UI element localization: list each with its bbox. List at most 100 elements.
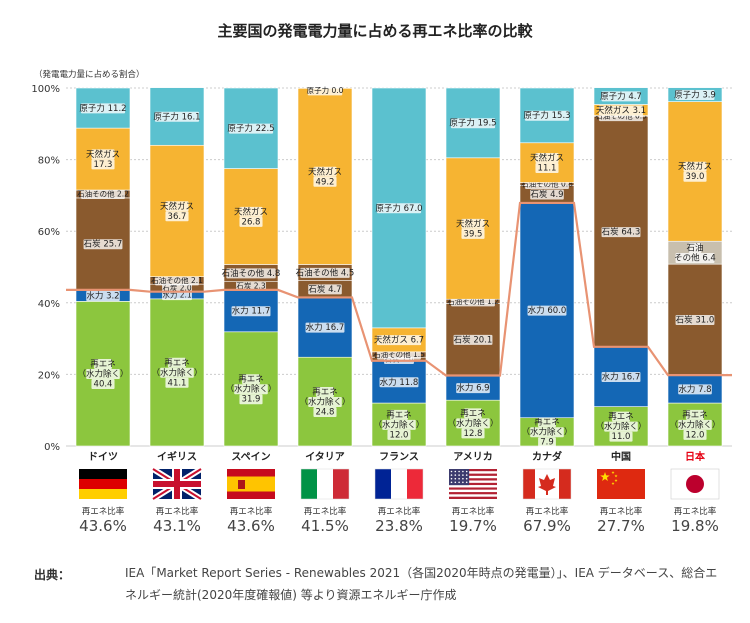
segment-label: 再エネ: [90, 360, 116, 370]
label-background: [300, 267, 350, 278]
y-tick-label: 100%: [31, 84, 60, 95]
label-background: [80, 103, 126, 114]
y-tick-label: 0%: [44, 442, 60, 453]
label-background: [527, 305, 567, 316]
rate-label: 再エネ比率: [304, 506, 347, 517]
label-background: [456, 383, 490, 394]
segment-label: 石炭 64.3: [602, 228, 641, 238]
label-background: [377, 350, 421, 360]
segment-label: 再エネ: [682, 410, 708, 420]
label-background: [601, 227, 641, 238]
segment-label: 31.9: [242, 395, 261, 405]
y-axis-label: （発電電力量に占める割合）: [34, 70, 145, 80]
label-background: [313, 166, 337, 177]
label-background: [305, 322, 345, 333]
segment-label: その他 6.4: [674, 253, 716, 264]
label-background: [160, 367, 194, 378]
segment-label: 24.8: [316, 407, 335, 417]
usa-flag: [449, 469, 497, 499]
segment-label: 原子力 11.2: [79, 103, 126, 114]
label-background: [456, 418, 490, 429]
label-background: [461, 228, 485, 239]
label-background: [165, 211, 189, 222]
segment-label: 水力 7.8: [678, 384, 711, 395]
segment-label: 再エネ: [164, 358, 190, 368]
label-background: [535, 152, 559, 163]
label-background: [313, 406, 337, 417]
segment-label: 再エネ: [312, 387, 338, 397]
segment-label: （水力除く）: [447, 418, 498, 429]
segment-label: 石油その他 2.1: [151, 275, 203, 285]
source-text: IEA「Market Report Series - Renewables 20…: [125, 566, 718, 602]
segment-label: 41.1: [168, 378, 187, 388]
label-background: [307, 86, 343, 96]
label-background: [226, 268, 276, 279]
segment-label: 石炭 2.0: [162, 283, 192, 292]
segment-label: 水力 16.7: [602, 372, 641, 383]
y-tick-label: 20%: [38, 370, 60, 381]
segment-label: 17.3: [94, 160, 113, 170]
label-background: [239, 216, 263, 227]
segment-label: 天然ガス 6.7: [374, 335, 424, 346]
label-background: [308, 284, 342, 295]
segment-label: （水力除く）: [299, 396, 350, 407]
segment-label: 水力 16.7: [306, 322, 345, 333]
y-tick-label: 80%: [38, 156, 60, 167]
segment-label: 水力 6.9: [456, 383, 489, 394]
segment-label: 水力 11.8: [380, 377, 419, 388]
label-background: [683, 161, 707, 172]
segment-label: 天然ガス 3.1: [596, 105, 646, 116]
country-label: イギリス: [157, 450, 197, 463]
segment-label: 水力 2.1: [162, 290, 192, 300]
label-background: [683, 429, 707, 440]
stacked-bar-chart: 0%20%40%60%80%100%再エネ（水力除く）40.4水力 3.2石炭 …: [31, 84, 732, 535]
segment-label: 天然ガス: [456, 218, 490, 229]
segment-label: 水力 3.2: [86, 290, 119, 301]
france-flag: [374, 468, 424, 500]
spain-flag: [227, 469, 275, 499]
country-label: ドイツ: [88, 451, 118, 463]
segment-label: 天然ガス: [160, 201, 194, 212]
label-background: [308, 396, 342, 407]
label-background: [162, 283, 192, 293]
label-background: [535, 162, 559, 173]
rate-label: 再エネ比率: [674, 506, 717, 517]
segment-label: （水力除く）: [595, 421, 646, 432]
label-background: [683, 171, 707, 182]
country-label: フランス: [379, 451, 419, 463]
segment-label: 原子力 4.7: [600, 91, 642, 102]
segment-label: 40.4: [94, 380, 113, 390]
label-background: [165, 201, 189, 212]
renewable-ratio-line: [66, 201, 732, 377]
rate-value: 23.8%: [375, 517, 423, 535]
segment-label: 再エネ: [386, 410, 412, 420]
rate-value: 27.7%: [597, 517, 645, 535]
segment-label: 石油その他 4.8: [222, 268, 281, 279]
label-background: [242, 374, 260, 385]
label-background: [524, 110, 570, 121]
segment-label: 原子力 16.1: [153, 111, 200, 122]
label-background: [604, 421, 638, 432]
rate-label: 再エネ比率: [82, 506, 125, 517]
segment-label: （水力除く）: [521, 427, 572, 438]
segment-label: 石炭 2.3: [236, 281, 266, 290]
segment-label: 再エネ: [238, 375, 264, 385]
rate-label: 再エネ比率: [378, 506, 421, 517]
segment-label: （水力除く）: [373, 419, 424, 430]
country-label: アメリカ: [453, 451, 493, 463]
segment-label: 再エネ: [608, 412, 634, 422]
label-background: [450, 118, 496, 129]
label-background: [94, 359, 112, 370]
label-background: [155, 276, 199, 286]
uk-flag: [151, 466, 203, 502]
label-background: [228, 123, 274, 134]
rate-label: 再エネ比率: [600, 506, 643, 517]
label-background: [379, 377, 419, 388]
label-background: [601, 91, 641, 102]
segment-label: 石炭 25.7: [84, 240, 123, 250]
segment-label: 水力 60.0: [528, 305, 567, 316]
label-background: [598, 105, 644, 116]
segment-label: （水力除く）: [225, 384, 276, 395]
bar-segment-hydro: [667, 374, 723, 404]
label-background: [675, 314, 715, 325]
